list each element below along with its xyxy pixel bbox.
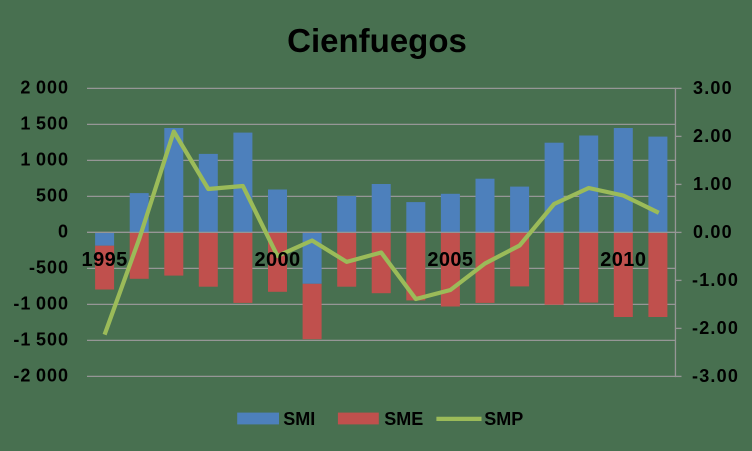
svg-text:2005: 2005 (427, 249, 473, 271)
svg-text:2 000: 2 000 (20, 78, 69, 98)
svg-text:-1 000: -1 000 (13, 294, 69, 314)
svg-text:-2 000: -2 000 (13, 366, 69, 386)
svg-text:3.00: 3.00 (693, 78, 733, 98)
svg-text:-3.00: -3.00 (692, 366, 739, 386)
svg-text:-1.00: -1.00 (692, 270, 739, 290)
svg-text:1.00: 1.00 (693, 174, 733, 194)
svg-text:2000: 2000 (254, 249, 300, 271)
svg-text:SMP: SMP (484, 409, 523, 429)
svg-text:-500: -500 (29, 258, 69, 278)
svg-text:0.00: 0.00 (693, 222, 733, 242)
svg-text:SMI: SMI (283, 409, 315, 429)
svg-text:SME: SME (384, 409, 423, 429)
svg-text:1995: 1995 (82, 249, 128, 271)
svg-text:-2.00: -2.00 (692, 318, 739, 338)
svg-text:Cienfuegos: Cienfuegos (287, 22, 467, 59)
svg-text:1 500: 1 500 (20, 114, 69, 134)
svg-text:-1 500: -1 500 (13, 330, 69, 350)
svg-text:2010: 2010 (600, 249, 646, 271)
svg-text:1 000: 1 000 (20, 150, 69, 170)
svg-text:500: 500 (36, 186, 69, 206)
svg-text:0: 0 (58, 222, 69, 242)
svg-text:2.00: 2.00 (693, 126, 733, 146)
